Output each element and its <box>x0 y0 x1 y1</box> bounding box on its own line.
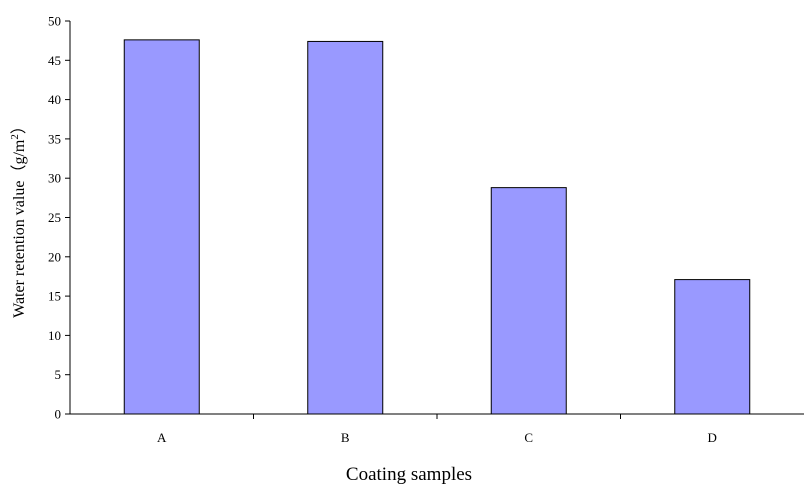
y-tick-label: 50 <box>48 14 61 29</box>
x-tick-label: C <box>524 430 533 445</box>
y-tick-label: 0 <box>55 407 62 422</box>
y-tick-label: 5 <box>55 367 62 382</box>
y-ticks: 0 5 10 15 20 25 30 35 40 45 50 <box>48 14 70 422</box>
y-tick-label: 15 <box>48 289 61 304</box>
x-axis-title: Coating samples <box>346 464 472 485</box>
bar-b <box>307 40 384 415</box>
y-tick-label: 20 <box>48 249 61 264</box>
x-ticks: A B C D <box>157 414 717 445</box>
bar-a <box>123 39 200 415</box>
x-tick-label: A <box>157 430 167 445</box>
y-tick-label: 30 <box>48 171 61 186</box>
y-axis-title: Water retention value（g/m2） <box>9 118 28 318</box>
bars-layer <box>123 39 751 415</box>
y-axis-title-main: Water retention value（g/m <box>10 139 28 318</box>
y-tick-label: 35 <box>48 131 61 146</box>
bar-d <box>674 279 751 415</box>
y-tick-label: 10 <box>48 328 61 343</box>
y-tick-label: 25 <box>48 210 61 225</box>
y-axis-title-superscript: 2 <box>9 134 21 140</box>
y-axis-title-close: ） <box>10 118 28 134</box>
x-tick-label: B <box>341 430 350 445</box>
x-tick-label: D <box>708 430 717 445</box>
y-tick-label: 40 <box>48 92 61 107</box>
y-tick-label: 45 <box>48 53 61 68</box>
bar-c <box>490 187 567 415</box>
